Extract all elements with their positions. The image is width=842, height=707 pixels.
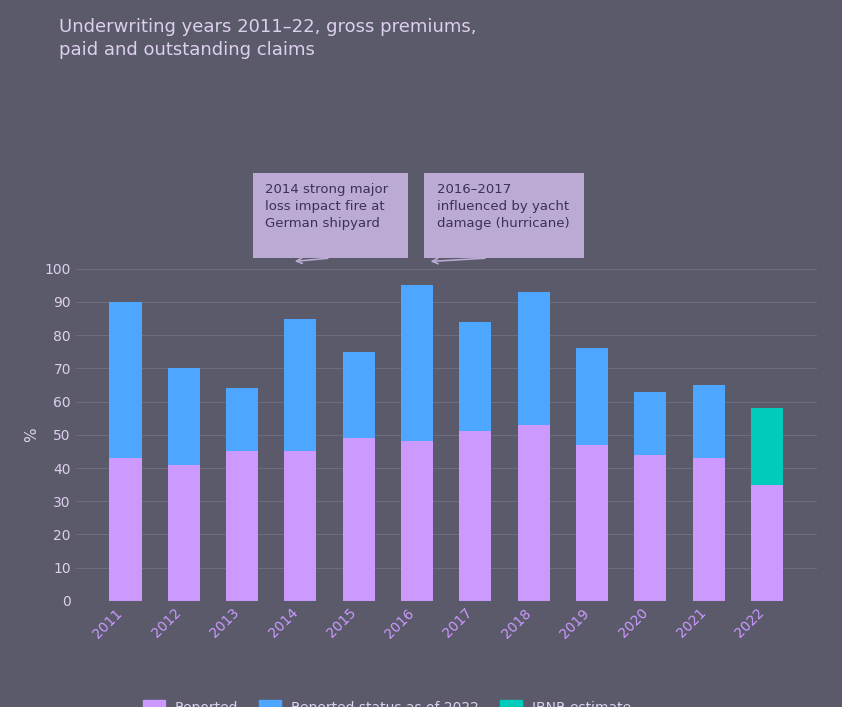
- Bar: [226, 388, 258, 452]
- Bar: [168, 368, 200, 464]
- Bar: [576, 445, 608, 601]
- Text: 2016–2017
influenced by yacht
damage (hurricane): 2016–2017 influenced by yacht damage (hu…: [437, 183, 569, 230]
- Bar: [751, 408, 783, 485]
- Text: 2014 strong major
loss impact fire at
German shipyard: 2014 strong major loss impact fire at Ge…: [265, 183, 388, 230]
- Bar: [285, 452, 317, 601]
- Bar: [109, 458, 141, 601]
- Bar: [518, 292, 550, 425]
- Bar: [634, 392, 666, 455]
- Bar: [460, 431, 492, 601]
- Legend: Reported, Reported status as of 2022, IBNR estimate: Reported, Reported status as of 2022, IB…: [143, 701, 631, 707]
- Bar: [343, 352, 375, 438]
- Bar: [343, 438, 375, 601]
- Y-axis label: %: %: [24, 428, 39, 442]
- Bar: [285, 318, 317, 452]
- Bar: [634, 455, 666, 601]
- Bar: [226, 452, 258, 601]
- Bar: [518, 425, 550, 601]
- Bar: [693, 385, 725, 458]
- Bar: [693, 458, 725, 601]
- Bar: [576, 349, 608, 445]
- Bar: [109, 302, 141, 458]
- Text: Underwriting years 2011–22, gross premiums,
paid and outstanding claims: Underwriting years 2011–22, gross premiu…: [59, 18, 477, 59]
- Bar: [168, 464, 200, 601]
- Bar: [751, 485, 783, 601]
- Bar: [460, 322, 492, 431]
- Bar: [401, 285, 433, 441]
- Bar: [401, 441, 433, 601]
